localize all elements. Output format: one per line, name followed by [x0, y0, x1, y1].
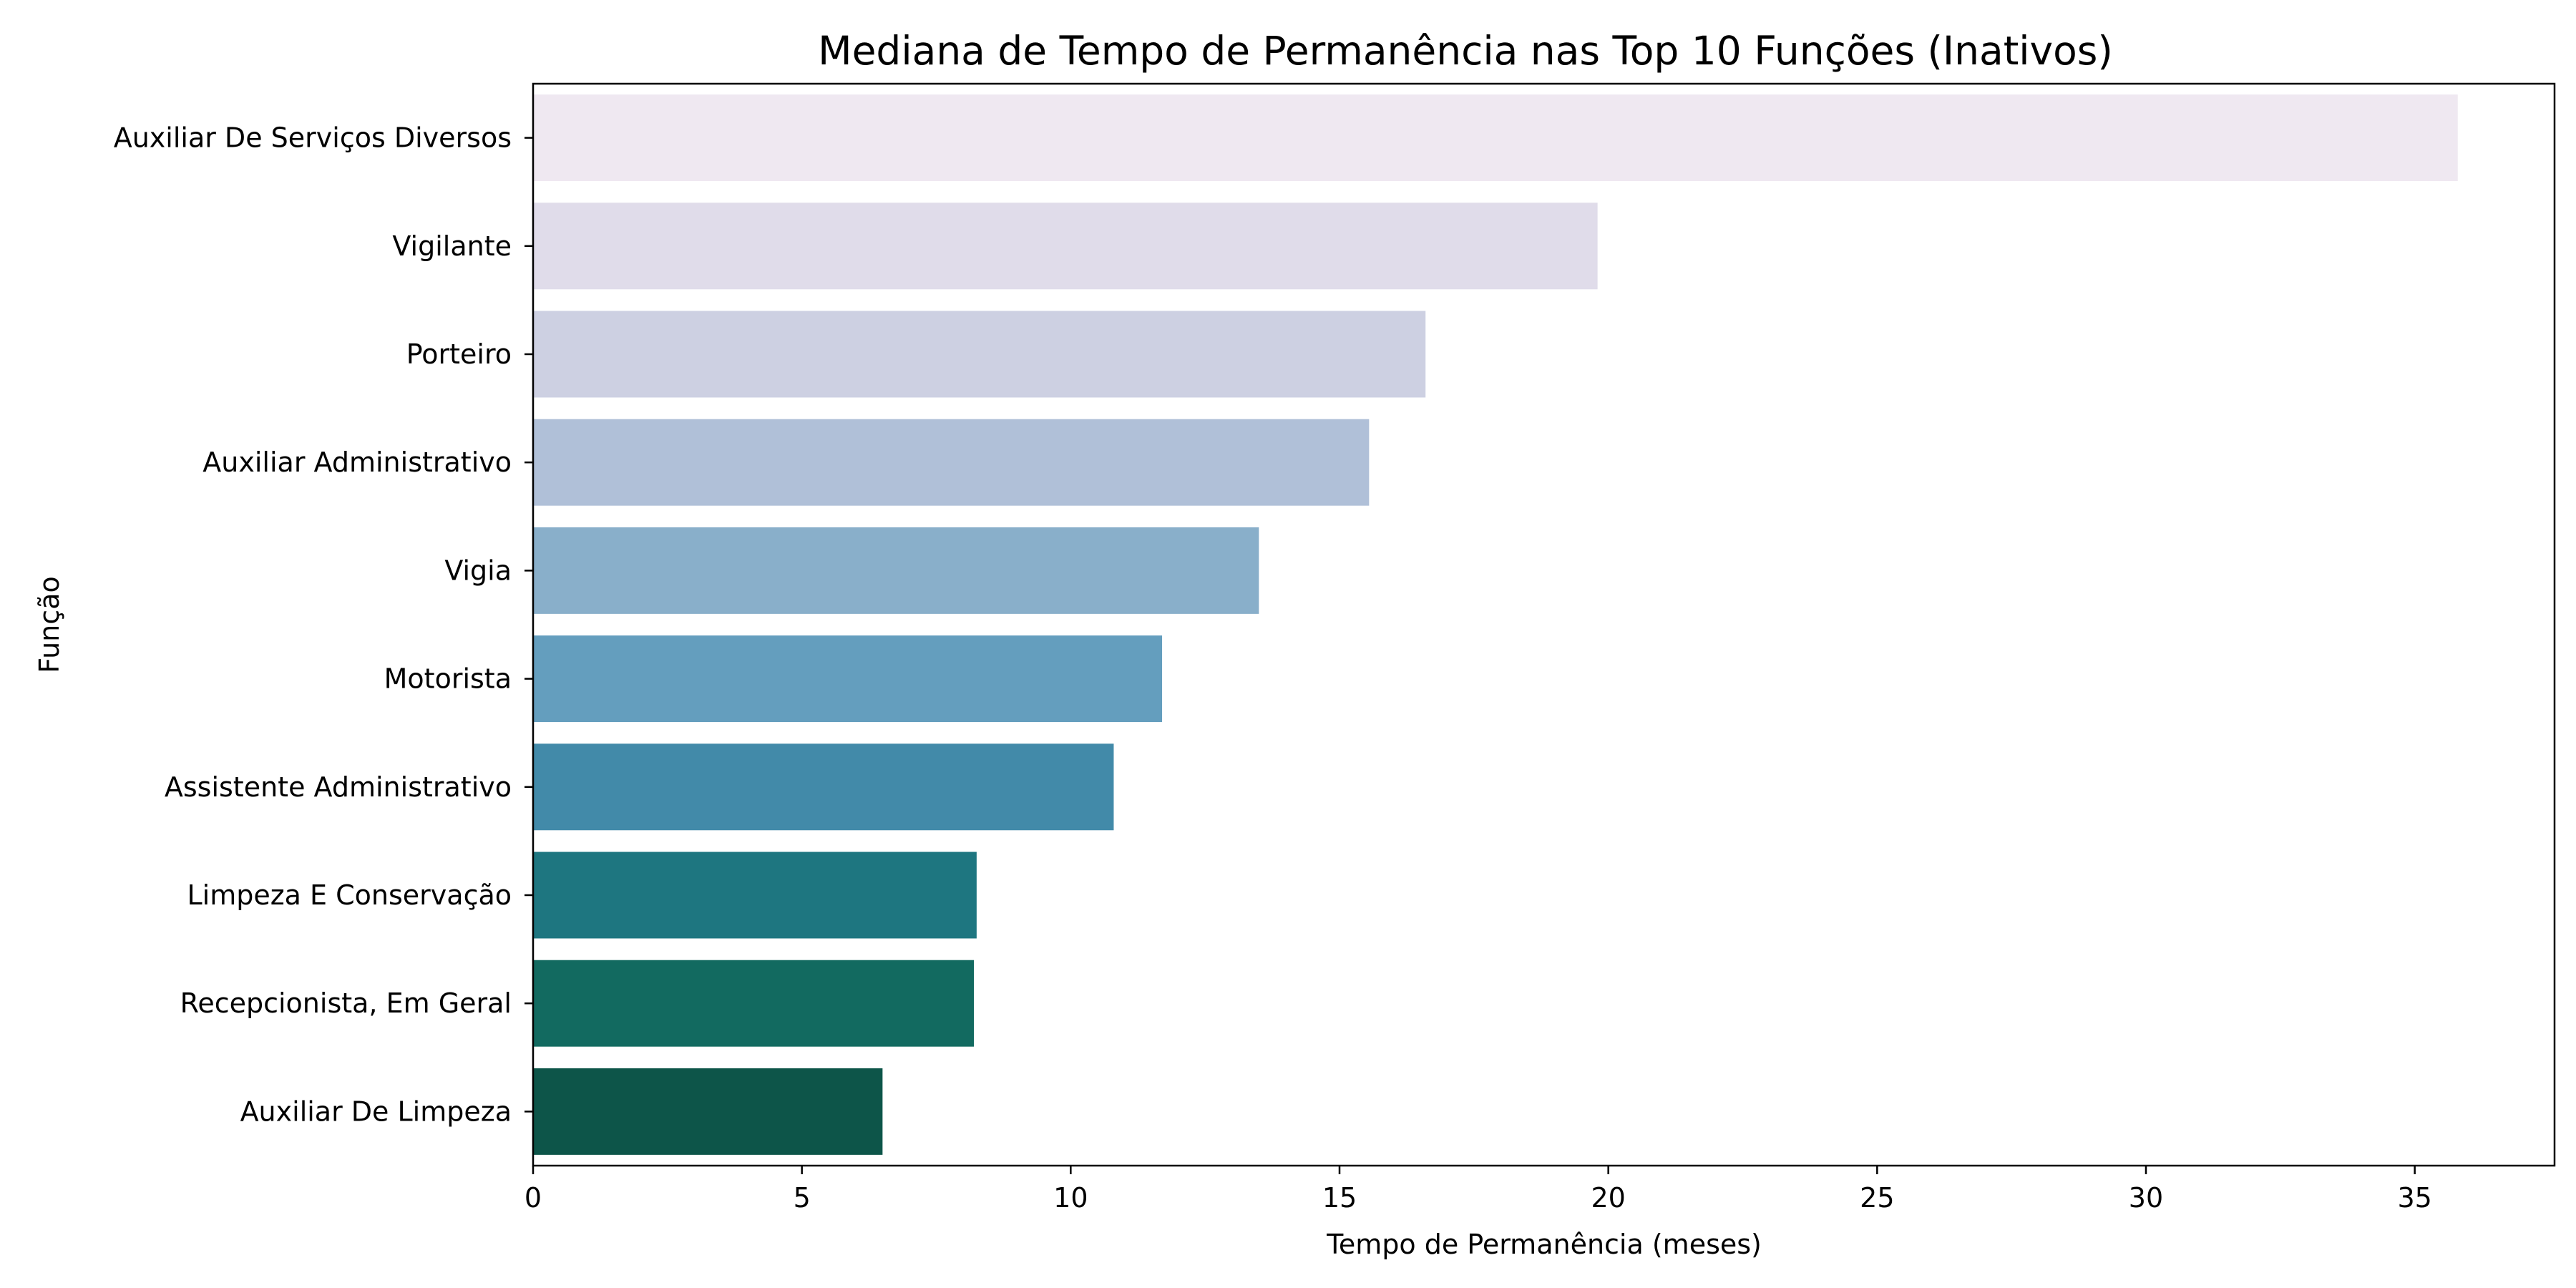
plot-frame: [532, 82, 2556, 1167]
x-axis: 0 5 10 15 20 25 30 35: [525, 1166, 2432, 1214]
chart-title: Mediana de Tempo de Permanência nas Top …: [818, 28, 2113, 74]
x-tick-label: 20: [1591, 1182, 1625, 1214]
x-tick-label: 0: [525, 1182, 542, 1214]
x-tick-label: 25: [1860, 1182, 1894, 1214]
bar-recepcionista-em-geral: [533, 960, 975, 1047]
bar-motorista: [533, 635, 1163, 723]
x-tick-label: 35: [2397, 1182, 2431, 1214]
y-tick-label: Recepcionista, Em Geral: [180, 987, 512, 1019]
x-tick-label: 15: [1322, 1182, 1357, 1214]
bar-limpeza-e-conservacao: [533, 852, 977, 939]
bar-assistente-administrativo: [533, 743, 1114, 831]
y-tick-label: Vigia: [444, 555, 512, 586]
x-tick-label: 5: [794, 1182, 811, 1214]
bar-porteiro: [533, 311, 1426, 398]
bar-vigia: [533, 527, 1259, 614]
y-tick-label: Porteiro: [406, 338, 512, 370]
y-axis: Auxiliar De Serviços Diversos Vigilante Po…: [114, 122, 533, 1127]
bar-vigilante: [533, 203, 1598, 290]
bar-auxiliar-administrativo: [533, 419, 1370, 506]
x-axis-label: Tempo de Permanência (meses): [1326, 1229, 1762, 1260]
x-tick-label: 30: [2129, 1182, 2163, 1214]
y-tick-label: Motorista: [384, 663, 512, 695]
y-tick-label: Auxiliar Administrativo: [203, 447, 512, 478]
y-tick-label: Assistente Administrativo: [165, 771, 512, 803]
y-tick-label: Vigilante: [392, 230, 512, 262]
bar-auxiliar-de-limpeza: [533, 1068, 883, 1155]
y-axis-label: Função: [34, 576, 65, 673]
x-tick-label: 10: [1053, 1182, 1088, 1214]
y-tick-label: Auxiliar De Limpeza: [240, 1096, 512, 1127]
bar-auxiliar-de-servicos-diversos: [533, 94, 2458, 182]
y-tick-label: Limpeza E Conservação: [187, 879, 512, 911]
bars-group: [533, 94, 2458, 1155]
y-tick-label: Auxiliar De Serviços Diversos: [114, 122, 512, 154]
